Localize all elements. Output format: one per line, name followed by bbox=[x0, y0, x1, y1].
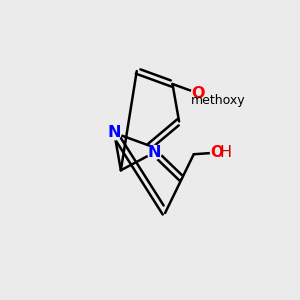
Circle shape bbox=[147, 146, 161, 159]
Text: N: N bbox=[148, 145, 161, 160]
Text: N: N bbox=[107, 125, 121, 140]
Text: O: O bbox=[191, 86, 205, 101]
Text: H: H bbox=[219, 145, 232, 160]
Circle shape bbox=[191, 86, 205, 100]
Text: O: O bbox=[210, 145, 223, 160]
Circle shape bbox=[107, 126, 121, 140]
Circle shape bbox=[211, 147, 223, 159]
Text: methoxy: methoxy bbox=[190, 94, 245, 107]
